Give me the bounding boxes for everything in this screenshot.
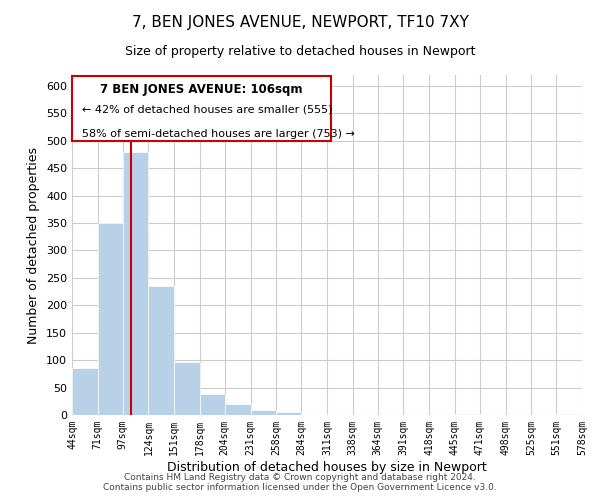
Text: 58% of semi-detached houses are larger (753) →: 58% of semi-detached houses are larger (…	[82, 129, 355, 139]
Bar	[251, 410, 277, 415]
Bar	[148, 286, 174, 415]
X-axis label: Distribution of detached houses by size in Newport: Distribution of detached houses by size …	[167, 460, 487, 473]
Bar	[72, 368, 98, 415]
Text: 7 BEN JONES AVENUE: 106sqm: 7 BEN JONES AVENUE: 106sqm	[100, 83, 302, 96]
Bar	[455, 414, 480, 415]
Y-axis label: Number of detached properties: Number of detached properties	[28, 146, 40, 344]
Bar	[225, 404, 251, 415]
FancyBboxPatch shape	[72, 76, 331, 141]
Text: 7, BEN JONES AVENUE, NEWPORT, TF10 7XY: 7, BEN JONES AVENUE, NEWPORT, TF10 7XY	[131, 15, 469, 30]
Bar	[98, 223, 122, 415]
Bar	[174, 362, 200, 415]
Bar	[200, 394, 225, 415]
Bar	[556, 414, 582, 415]
Bar	[277, 412, 301, 415]
Bar	[122, 152, 148, 415]
Text: Contains HM Land Registry data © Crown copyright and database right 2024.
Contai: Contains HM Land Registry data © Crown c…	[103, 473, 497, 492]
Text: Size of property relative to detached houses in Newport: Size of property relative to detached ho…	[125, 45, 475, 58]
Text: ← 42% of detached houses are smaller (555): ← 42% of detached houses are smaller (55…	[82, 105, 332, 115]
